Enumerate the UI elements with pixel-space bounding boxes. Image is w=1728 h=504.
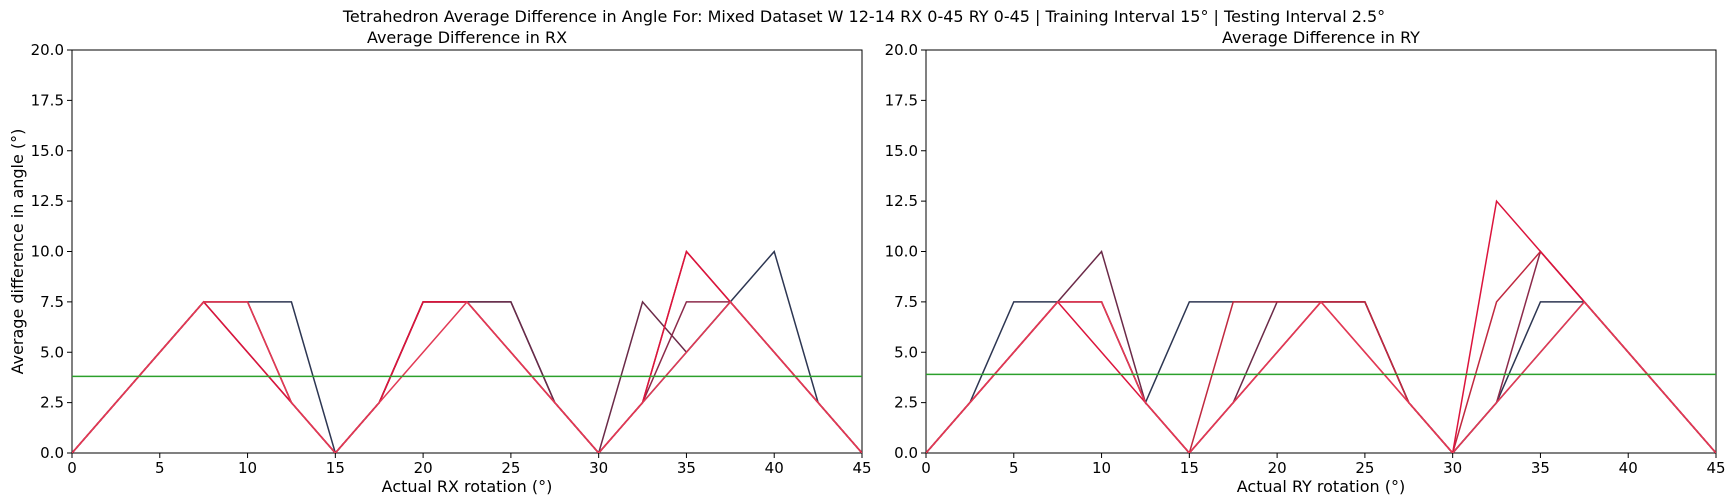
rx-y-tick-label: 2.5: [40, 394, 64, 412]
ry-y-tick-label: 2.5: [894, 394, 918, 412]
rx-series-line-2: [72, 300, 862, 453]
rx-x-tick-label: 0: [67, 459, 77, 477]
ry-axes-frame: [925, 49, 1717, 454]
ry-plot-area: [926, 199, 1716, 453]
rx-series-line-5: [72, 249, 862, 453]
ry-x-tick-label: 5: [1009, 459, 1019, 477]
rx-series-line-4: [72, 249, 862, 453]
rx-x-tick-label: 45: [852, 459, 871, 477]
ry-x-tick-label: 45: [1706, 459, 1725, 477]
rx-y-tick-label: 7.5: [40, 293, 64, 311]
ry-x-tick-label: 15: [1180, 459, 1199, 477]
ry-x-tick-label: 20: [1268, 459, 1287, 477]
rx-y-tick-label: 15.0: [31, 142, 64, 160]
ry-y-tick-label: 20.0: [885, 41, 918, 59]
ry-y-tick-label: 17.5: [885, 91, 918, 109]
ry-y-tick-label: 10.0: [885, 243, 918, 261]
rx-y-tick-label: 17.5: [31, 91, 64, 109]
rx-x-axis-label: Actual RX rotation (°): [382, 477, 553, 496]
ry-x-tick-label: 40: [1619, 459, 1638, 477]
rx-plot-area: [72, 249, 862, 453]
ry-x-tick-label: 10: [1092, 459, 1111, 477]
ry-y-tick-label: 12.5: [885, 192, 918, 210]
rx-y-tick-label: 0.0: [40, 444, 64, 462]
rx-y-axis-label: Average difference in angle (°): [8, 129, 27, 375]
ry-series-line-3: [926, 249, 1716, 453]
ry-chart-title: Average Difference in RY: [1222, 28, 1420, 47]
ry-x-tick-label: 25: [1355, 459, 1374, 477]
rx-x-tick-label: 35: [677, 459, 696, 477]
ry-x-axis-label: Actual RY rotation (°): [1237, 477, 1405, 496]
rx-chart-title: Average Difference in RX: [367, 28, 567, 47]
ry-y-tick-label: 15.0: [885, 142, 918, 160]
rx-series-line-1: [72, 249, 862, 453]
ry-y-tick-label: 0.0: [894, 444, 918, 462]
rx-x-tick-label: 5: [155, 459, 165, 477]
rx-y-tick-label: 10.0: [31, 243, 64, 261]
ry-series-line-6: [926, 300, 1716, 453]
ry-series-line-1: [926, 301, 1716, 453]
ry-y-tick-label: 5.0: [894, 343, 918, 361]
rx-y-tick-label: 5.0: [40, 343, 64, 361]
ry-series-line-2: [926, 249, 1716, 453]
rx-x-tick-label: 20: [414, 459, 433, 477]
ry-series-line-4: [926, 250, 1716, 453]
figure-suptitle: Tetrahedron Average Difference in Angle …: [342, 7, 1385, 26]
ry-x-tick-label: 0: [921, 459, 931, 477]
rx-x-tick-label: 40: [765, 459, 784, 477]
panel-ry: Average Difference in RY 0 5 10 15 20 25 30 35 40…: [885, 28, 1726, 496]
ry-y-tick-label: 7.5: [894, 293, 918, 311]
rx-y-tick-label: 12.5: [31, 192, 64, 210]
rx-x-tick-label: 10: [238, 459, 257, 477]
rx-x-tick-label: 30: [589, 459, 608, 477]
rx-x-tick-label: 15: [326, 459, 345, 477]
ry-x-tick-label: 30: [1443, 459, 1462, 477]
rx-x-tick-label: 25: [501, 459, 520, 477]
panel-rx: Average Difference in RX 0 5 10 15 20 25 30 35 40…: [8, 28, 872, 496]
ry-series-line-5: [926, 199, 1716, 453]
rx-axes-frame: [71, 49, 863, 454]
rx-y-tick-label: 20.0: [31, 41, 64, 59]
ry-x-tick-label: 35: [1531, 459, 1550, 477]
rx-series-line-6: [72, 300, 862, 453]
rx-series-line-3: [72, 300, 862, 453]
